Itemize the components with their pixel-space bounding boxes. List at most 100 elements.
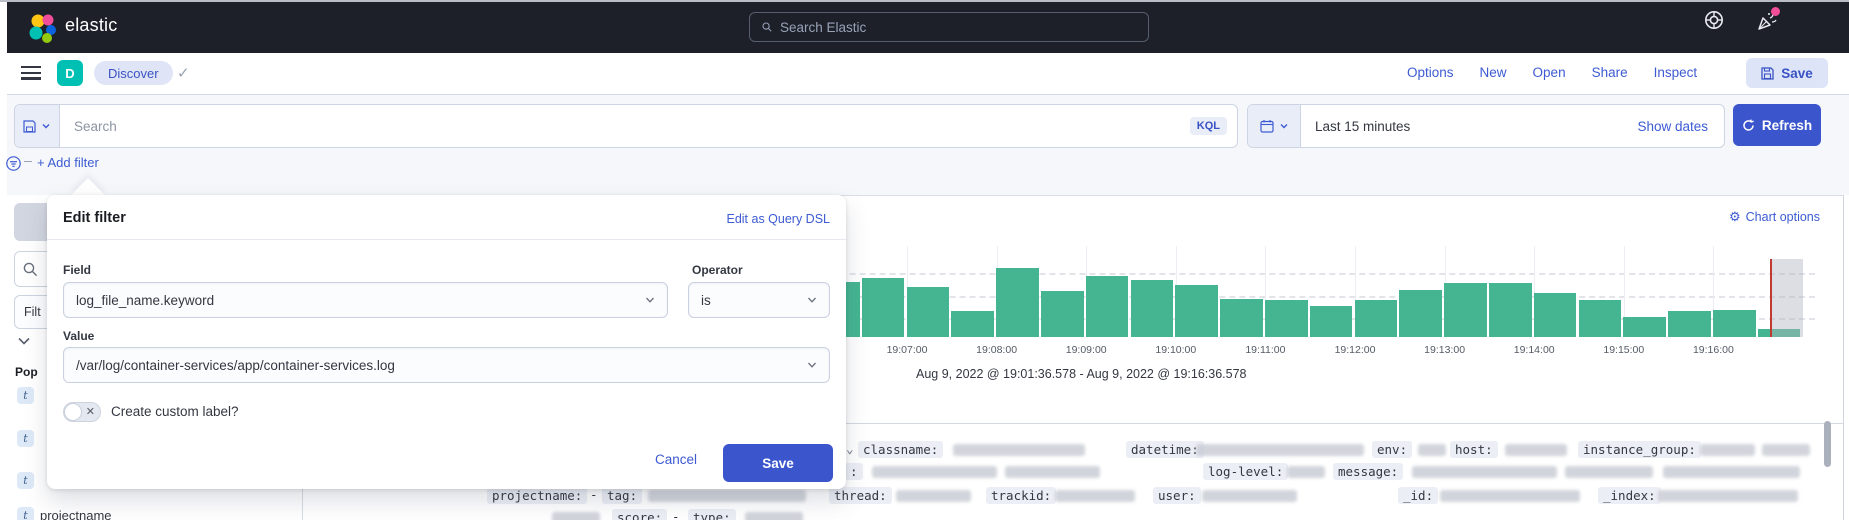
save-icon (1761, 66, 1774, 80)
help-icon[interactable] (1703, 9, 1725, 31)
notification-dot (1771, 7, 1780, 16)
breadcrumb[interactable]: Discover (94, 61, 173, 85)
search-icon (23, 262, 38, 276)
redacted-value (1202, 490, 1297, 502)
doc-field-classname[interactable]: classname: (858, 441, 944, 458)
histogram-bar-19:14:00[interactable] (1533, 293, 1577, 337)
redacted-value (1440, 490, 1580, 502)
chevron-down-icon[interactable] (16, 335, 32, 347)
redacted-value (1196, 444, 1364, 456)
histogram-bar-19:11:00[interactable] (1265, 300, 1308, 337)
histogram-bar-19:08:00[interactable] (996, 268, 1039, 337)
doc-field-datetime[interactable]: datetime: (1126, 441, 1204, 458)
histogram-bar-19:10:30[interactable] (1220, 299, 1263, 337)
date-quick-menu-button[interactable] (1248, 105, 1301, 147)
refresh-button[interactable]: Refresh (1733, 104, 1821, 146)
global-search-input[interactable]: Search Elastic (749, 12, 1149, 42)
histogram-bar-19:08:30[interactable] (1041, 291, 1084, 337)
top-action-new[interactable]: New (1479, 65, 1507, 80)
search-icon (762, 22, 772, 32)
redacted-value (1658, 490, 1798, 502)
content-right-border (1843, 195, 1844, 520)
histogram-bar-19:14:30[interactable] (1578, 300, 1622, 337)
redacted-value (1663, 466, 1800, 478)
chevron-down-icon (646, 297, 654, 303)
doc-field-instance_group[interactable]: instance_group: (1578, 441, 1701, 458)
histogram-bar-19:12:00[interactable] (1354, 300, 1398, 337)
elastic-logo[interactable] (25, 11, 59, 45)
v-gridline (1623, 246, 1625, 337)
add-filter-button[interactable]: + Add filter (37, 155, 99, 170)
doc-field-_id[interactable]: _id: (1398, 487, 1439, 504)
redacted-value (648, 490, 806, 502)
top-action-share[interactable]: Share (1591, 65, 1628, 80)
histogram-bar-19:11:30[interactable] (1309, 306, 1353, 337)
doc-field-[interactable]: : (845, 463, 863, 480)
news-icon[interactable] (1755, 7, 1780, 34)
space-avatar[interactable]: D (57, 60, 83, 86)
global-search-placeholder: Search Elastic (780, 19, 867, 35)
histogram-bar-19:06:30[interactable] (861, 278, 905, 337)
dialog-save-button[interactable]: Save (723, 444, 833, 482)
show-dates-button[interactable]: Show dates (1637, 118, 1708, 134)
chart-options-button[interactable]: ⚙ Chart options (1729, 209, 1820, 225)
doc-field-_index[interactable]: _index: (1598, 487, 1661, 504)
query-bar: Search KQL (14, 104, 1238, 148)
histogram-bar-19:16:00[interactable] (1713, 310, 1756, 337)
menu-icon[interactable] (21, 66, 41, 80)
query-input[interactable]: Search KQL (60, 105, 1237, 147)
edit-as-query-dsl-link[interactable]: Edit as Query DSL (726, 212, 830, 226)
sidebar-field-projectname[interactable]: projectname (40, 508, 112, 520)
histogram-bar-19:13:00[interactable] (1444, 283, 1487, 337)
histogram-bar-19:12:30[interactable] (1399, 290, 1442, 337)
histogram-bar-19:09:30[interactable] (1130, 280, 1174, 337)
field-type-badge: t (17, 472, 34, 489)
saved-query-menu-button[interactable] (15, 105, 60, 147)
scrollbar-thumb[interactable] (1824, 421, 1831, 467)
histogram-bar-19:07:00[interactable] (906, 287, 950, 337)
top-action-inspect[interactable]: Inspect (1653, 65, 1698, 80)
top-action-open[interactable]: Open (1532, 65, 1566, 80)
doc-field-loglevel[interactable]: log-level: (1203, 463, 1289, 480)
doc-field-message[interactable]: message: (1333, 463, 1404, 480)
histogram-bar-19:15:30[interactable] (1668, 311, 1711, 337)
filter-menu-icon[interactable] (6, 156, 21, 171)
custom-label-toggle[interactable]: ✕ (63, 402, 101, 422)
top-action-options[interactable]: Options (1407, 65, 1454, 80)
doc-field-projectname[interactable]: projectname: (487, 487, 588, 504)
chart-options-label: Chart options (1745, 210, 1821, 224)
histogram-bar-19:13:30[interactable] (1489, 283, 1532, 337)
histogram-bar-19:16:30[interactable] (1757, 329, 1801, 337)
time-range-display[interactable]: Last 15 minutes (1301, 105, 1621, 147)
save-button[interactable]: Save (1746, 58, 1828, 88)
doc-field-env[interactable]: env: (1372, 441, 1413, 458)
check-icon[interactable]: ✓ (177, 65, 190, 82)
redacted-value (1505, 444, 1567, 456)
expand-doc-chevron-icon[interactable]: ⌄ (846, 441, 854, 456)
query-language-badge[interactable]: KQL (1189, 117, 1227, 135)
value-combobox[interactable]: /var/log/container-services/app/containe… (63, 347, 830, 383)
doc-field-tag[interactable]: tag: (602, 487, 643, 504)
doc-field-trackid[interactable]: trackid: (986, 487, 1057, 504)
x-axis-tick: 19:14:00 (1513, 344, 1555, 356)
field-combobox[interactable]: log_file_name.keyword (63, 282, 668, 318)
histogram-bar-19:10:00[interactable] (1175, 285, 1218, 337)
operator-combobox[interactable]: is (688, 282, 830, 318)
doc-field-type[interactable]: type: (688, 509, 736, 520)
x-axis-tick: 19:08:00 (976, 344, 1018, 356)
cancel-button[interactable]: Cancel (655, 452, 698, 467)
histogram-bar-19:09:00[interactable] (1085, 276, 1129, 337)
histogram-bar-19:15:00[interactable] (1623, 317, 1666, 337)
doc-field-score[interactable]: score: (612, 509, 668, 520)
sidebar-right-border (302, 489, 303, 520)
operator-combobox-value: is (701, 292, 711, 308)
doc-field-thread[interactable]: thread: (829, 487, 892, 504)
histogram-bar-19:07:30[interactable] (951, 311, 994, 337)
edit-filter-dialog: Edit filter Edit as Query DSL Field log_… (47, 195, 846, 489)
field-label: Field (63, 263, 92, 277)
app-header: elastic Search Elastic (7, 2, 1849, 53)
doc-field-user[interactable]: user: (1153, 487, 1201, 504)
chart-time-range-caption: Aug 9, 2022 @ 19:01:36.578 - Aug 9, 2022… (916, 367, 1247, 381)
doc-field-host[interactable]: host: (1450, 441, 1498, 458)
field-type-badge: t (17, 507, 34, 520)
